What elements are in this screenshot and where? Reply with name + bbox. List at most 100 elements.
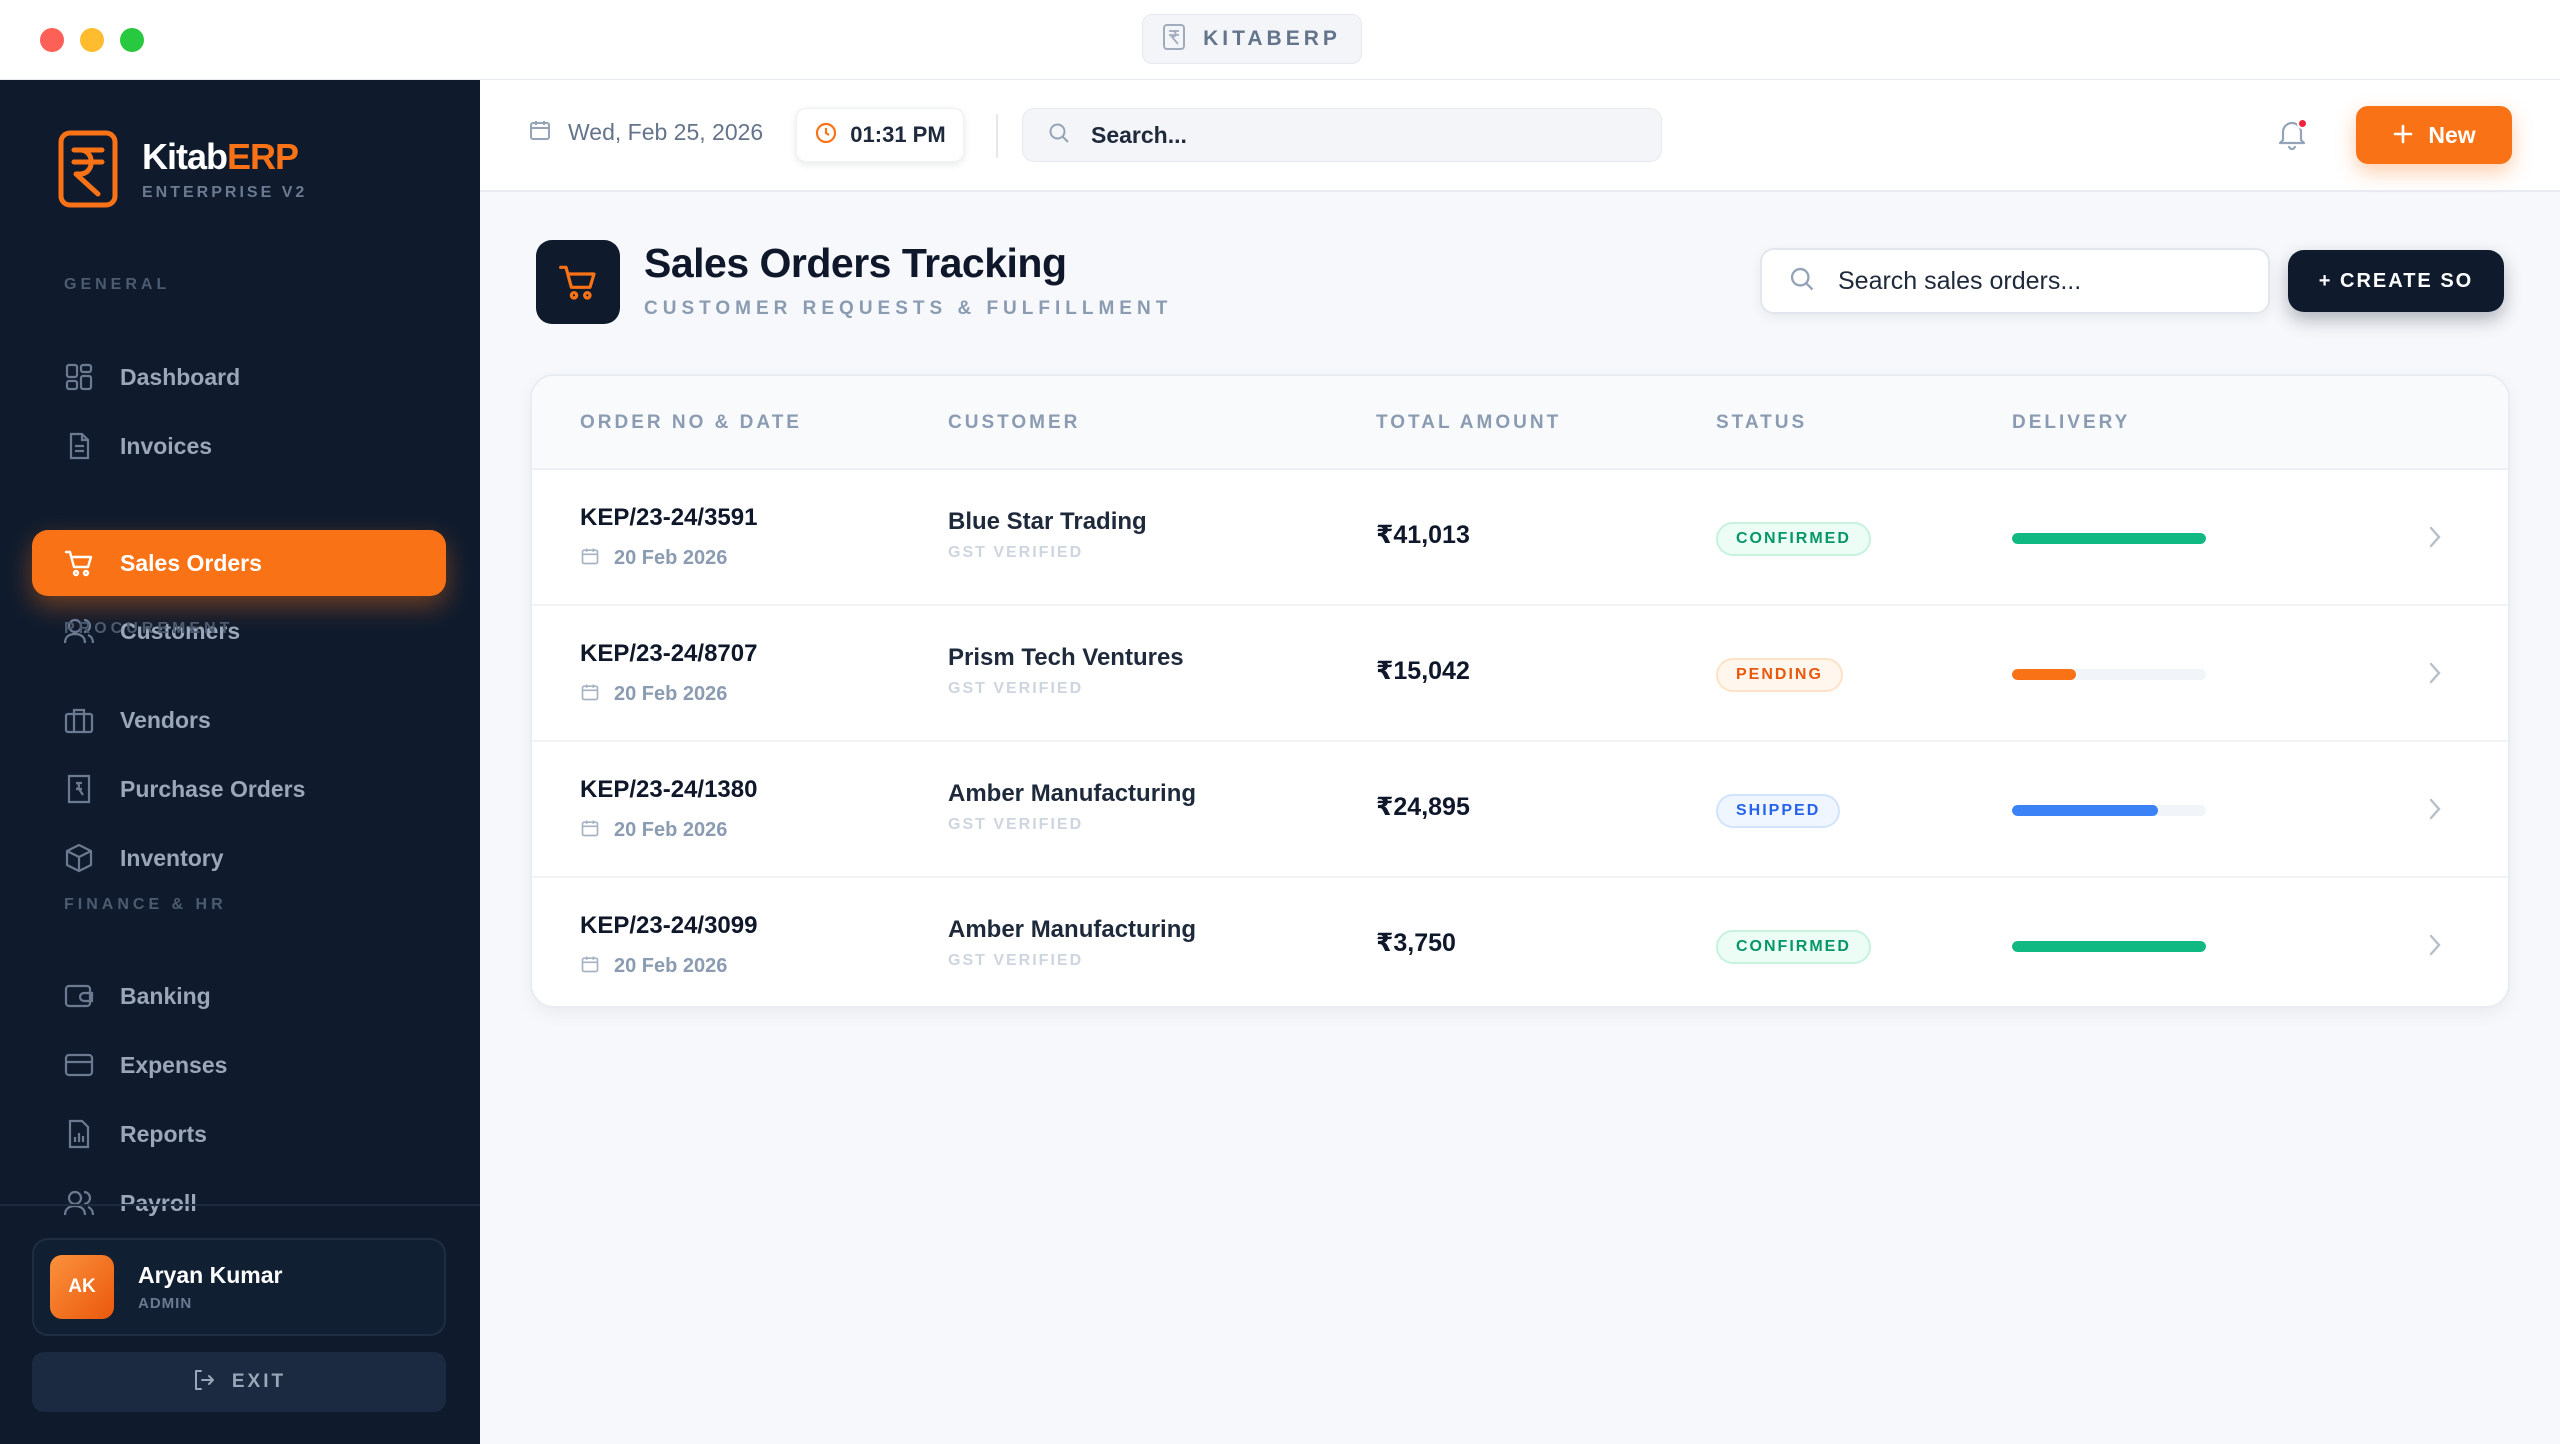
sales-order-search[interactable] <box>1760 248 2270 314</box>
user-role: ADMIN <box>138 1295 193 1312</box>
sidebar-item-label: Banking <box>120 982 211 1009</box>
calendar-icon <box>580 954 600 979</box>
app-title-pill: KITABERP <box>1142 14 1362 64</box>
sidebar-item-inventory[interactable]: Inventory <box>32 825 446 891</box>
chevron-right-icon[interactable] <box>2420 658 2450 688</box>
table-row[interactable]: KEP/23-24/8707 20 Feb 2026 Prism Tech Ve… <box>532 606 2508 742</box>
sidebar-item-expenses[interactable]: Expenses <box>32 1032 446 1098</box>
order-number: KEP/23-24/8707 <box>580 640 758 667</box>
chevron-right-icon[interactable] <box>2420 794 2450 824</box>
chevron-right-icon[interactable] <box>2420 522 2450 552</box>
clock-icon <box>814 121 838 150</box>
order-date: 20 Feb 2026 <box>580 818 727 843</box>
report-icon <box>64 1119 94 1149</box>
search-icon <box>1788 265 1816 298</box>
close-window-button[interactable] <box>40 28 64 52</box>
sidebar-item-payroll[interactable]: Payroll <box>32 1170 446 1236</box>
delivery-progress-fill <box>2012 805 2158 816</box>
new-button[interactable]: New <box>2356 106 2512 164</box>
sidebar-item-label: Vendors <box>120 706 211 733</box>
plus-icon <box>2392 123 2414 148</box>
user-name: Aryan Kumar <box>138 1262 283 1288</box>
sidebar-item-banking[interactable]: Banking <box>32 963 446 1029</box>
sidebar-item-customers[interactable]: Customers <box>32 598 446 664</box>
sidebar-item-purchase-orders[interactable]: Purchase Orders <box>32 756 446 822</box>
sidebar-divider <box>0 1204 480 1206</box>
sidebar: KitabERP ENTERPRISE V2 GENERAL Dashboard… <box>0 80 480 1444</box>
order-number: KEP/23-24/3591 <box>580 504 758 531</box>
sidebar-item-invoices[interactable]: Invoices <box>32 413 446 479</box>
section-label-general: GENERAL <box>64 276 171 293</box>
table-header: ORDER NO & DATE CUSTOMER TOTAL AMOUNT ST… <box>532 376 2508 470</box>
sidebar-item-label: Reports <box>120 1120 207 1147</box>
order-date: 20 Feb 2026 <box>580 546 727 571</box>
sidebar-item-reports[interactable]: Reports <box>32 1101 446 1167</box>
app-logo-icon <box>1163 23 1186 55</box>
chevron-right-icon[interactable] <box>2420 930 2450 960</box>
user-card[interactable]: AK Aryan Kumar ADMIN <box>32 1238 446 1336</box>
total-amount: ₹3,750 <box>1376 929 1456 957</box>
new-button-label: New <box>2428 121 2476 148</box>
sidebar-item-label: Customers <box>120 617 241 644</box>
order-number: KEP/23-24/3099 <box>580 912 758 939</box>
maximize-window-button[interactable] <box>120 28 144 52</box>
delivery-progress-fill <box>2012 941 2206 952</box>
users-icon <box>64 1188 94 1218</box>
current-date: Wed, Feb 25, 2026 <box>528 118 763 147</box>
notifications-button[interactable] <box>2270 114 2314 158</box>
sales-order-search-input[interactable] <box>1838 266 2258 296</box>
current-time: 01:31 PM <box>796 108 964 162</box>
total-amount: ₹41,013 <box>1376 521 1470 549</box>
sidebar-item-vendors[interactable]: Vendors <box>32 687 446 753</box>
total-amount: ₹15,042 <box>1376 657 1470 685</box>
bell-icon <box>2277 118 2307 155</box>
cart-icon <box>64 548 94 578</box>
table-row[interactable]: KEP/23-24/1380 20 Feb 2026 Amber Manufac… <box>532 742 2508 878</box>
brand-name: KitabERP <box>142 136 299 177</box>
sidebar-item-dashboard[interactable]: Dashboard <box>32 344 446 410</box>
sidebar-item-sales-orders[interactable]: Sales Orders <box>32 530 446 596</box>
calendar-icon <box>528 118 552 147</box>
customer-name: Amber Manufacturing <box>948 780 1197 807</box>
customer-name: Blue Star Trading <box>948 508 1147 535</box>
notification-dot <box>2297 118 2308 129</box>
top-bar: Wed, Feb 25, 2026 01:31 PM New <box>480 80 2560 192</box>
customer-name: Amber Manufacturing <box>948 916 1197 943</box>
minimize-window-button[interactable] <box>80 28 104 52</box>
column-header: DELIVERY <box>2012 412 2131 433</box>
column-header: STATUS <box>1716 412 1808 433</box>
global-search[interactable] <box>1022 108 1662 162</box>
wallet-icon <box>64 981 94 1011</box>
section-label-finance-hr: FINANCE & HR <box>64 896 227 913</box>
column-header: CUSTOMER <box>948 412 1081 433</box>
receipt-icon <box>64 774 94 804</box>
exit-button[interactable]: EXIT <box>32 1352 446 1412</box>
total-amount: ₹24,895 <box>1376 793 1470 821</box>
file-icon <box>64 431 94 461</box>
gst-tag: GST VERIFIED <box>948 816 1084 833</box>
gst-tag: GST VERIFIED <box>948 952 1084 969</box>
calendar-icon <box>580 546 600 571</box>
calendar-icon <box>580 682 600 707</box>
table-row[interactable]: KEP/23-24/3099 20 Feb 2026 Amber Manufac… <box>532 878 2508 1006</box>
exit-label: EXIT <box>231 1371 287 1392</box>
calendar-icon <box>580 818 600 843</box>
delivery-progress <box>2012 805 2206 816</box>
brand-subtitle: ENTERPRISE V2 <box>142 184 308 201</box>
page-cart-icon <box>536 240 620 324</box>
gst-tag: GST VERIFIED <box>948 544 1084 561</box>
delivery-progress <box>2012 533 2206 544</box>
sales-orders-table: ORDER NO & DATE CUSTOMER TOTAL AMOUNT ST… <box>530 374 2510 1008</box>
sidebar-item-label: Expenses <box>120 1051 228 1078</box>
global-search-input[interactable] <box>1091 121 1631 149</box>
create-so-button[interactable]: + CREATE SO <box>2288 250 2504 312</box>
order-date: 20 Feb 2026 <box>580 954 727 979</box>
customer-name: Prism Tech Ventures <box>948 644 1184 671</box>
avatar: AK <box>50 1255 114 1319</box>
table-row[interactable]: KEP/23-24/3591 20 Feb 2026 Blue Star Tra… <box>532 470 2508 606</box>
rupee-logo-icon <box>58 130 118 208</box>
time-text: 01:31 PM <box>850 122 946 147</box>
column-header: ORDER NO & DATE <box>580 412 802 433</box>
status-badge: PENDING <box>1716 658 1843 692</box>
briefcase-icon <box>64 705 94 735</box>
